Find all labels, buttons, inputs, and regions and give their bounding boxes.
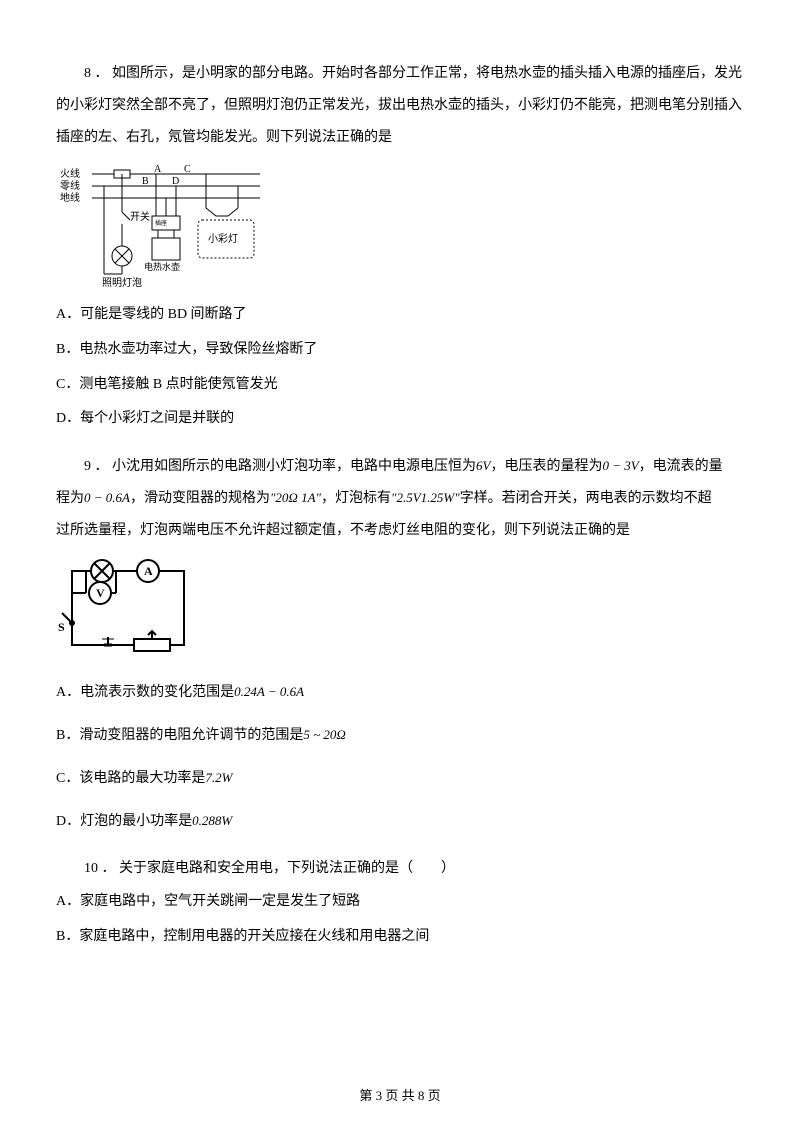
q8-opt-b: B．电热水壶功率过大，导致保险丝熔断了 [56,335,744,366]
pt-A: A [154,164,162,175]
q10-text: 关于家庭电路和安全用电，下列说法正确的是（ ） [119,861,455,876]
label-socket: 插座 [155,219,167,227]
label-S: S [58,620,65,634]
q9-25v: "2.5V1.25W" [391,490,460,505]
q8-prompt-l2: 的小彩灯突然全部不亮了，但照明灯泡仍正常发光，拔出电热水壶的插头，小彩灯仍不能亮… [56,92,744,120]
q9-opt-b: B．滑动变阻器的电阻允许调节的范围是5 ~ 20Ω [56,721,744,752]
q8-opt-d: D．每个小彩灯之间是并联的 [56,404,744,435]
pt-B: B [142,176,149,187]
label-kettle: 电热水壶 [144,261,180,272]
q9-sep: ． [95,459,109,474]
q9-prompt-l2: 程为0 − 0.6A，滑动变阻器的规格为"20Ω 1A"，灯泡标有"2.5V1.… [56,485,744,513]
q9-opt-d: D．灯泡的最小功率是0.288W [56,807,744,838]
q9-006a: 0 − 0.6A [84,490,130,505]
q9-opt-a: A．电流表示数的变化范围是0.24A − 0.6A [56,678,744,709]
q9-prompt-l3: 过所选量程，灯泡两端电压不允许超过额定值，不考虑灯丝电阻的变化，则下列说法正确的… [56,517,744,545]
q10-sep: ． [102,861,116,876]
q9-c-pre: C．该电路的最大功率是 [56,771,205,786]
q9-l2d: 字样。若闭合开关，两电表的示数均不超 [460,491,712,506]
q9-20o: "20Ω 1A" [270,490,321,505]
q8-prompt-l3: 插座的左、右孔，氖管均能发光。则下列说法正确的是 [56,124,744,152]
q10-opt-b: B．家庭电路中，控制用电器的开关应接在火线和用电器之间 [56,922,744,953]
q8-svg: 火线 零线 地线 A B C D 开关 照明灯泡 [56,160,266,290]
q9-a-math: 0.24A − 0.6A [234,684,304,699]
q9-6v: 6V [476,458,490,473]
q9-03v: 0 − 3V [602,458,638,473]
q8-sep: ． [95,66,109,81]
label-ground: 地线 [60,191,80,204]
q9-b-pre: B．滑动变阻器的电阻允许调节的范围是 [56,728,303,743]
q8-opt-c: C．测电笔接触 B 点时能使氖管发光 [56,370,744,401]
q8-prompt-l1: 8 ． 如图所示，是小明家的部分电路。开始时各部分工作正常，将电热水壶的插头插入… [56,60,744,88]
q9-seg3: ，电流表的量 [639,459,723,474]
q9-opt-c: C．该电路的最大功率是7.2W [56,764,744,795]
label-A: A [144,564,153,578]
q10-prompt: 10 ． 关于家庭电路和安全用电，下列说法正确的是（ ） [56,855,744,883]
label-zero: 零线 [60,179,80,192]
pt-D: D [172,176,179,187]
q9-d-math: 0.288W [192,813,232,828]
q9-l2a: 程为 [56,491,84,506]
q8-circuit-diagram: 火线 零线 地线 A B C D 开关 照明灯泡 [56,160,744,290]
label-lights: 小彩灯 [208,233,238,245]
q9-prompt-l1: 9 ． 小沈用如图所示的电路测小灯泡功率，电路中电源电压恒为6V，电压表的量程为… [56,453,744,481]
q10-opt-a: A．家庭电路中，空气开关跳闸一定是发生了短路 [56,887,744,918]
q9-b-math: 5 ~ 20Ω [303,727,345,742]
q9-svg: A V S [56,553,206,668]
q9-seg1: 小沈用如图所示的电路测小灯泡功率，电路中电源电压恒为 [112,459,476,474]
q9-seg2: ，电压表的量程为 [490,459,602,474]
q9-d-pre: D．灯泡的最小功率是 [56,814,192,829]
q9-l2b: ，滑动变阻器的规格为 [130,491,270,506]
label-V: V [96,586,105,600]
label-lamp: 照明灯泡 [102,276,142,289]
q10-number: 10 [84,861,98,876]
q8-opt-a: A．可能是零线的 BD 间断路了 [56,300,744,331]
q9-number: 9 [84,459,91,474]
page-footer: 第 3 页 共 8 页 [56,1085,744,1104]
q8-number: 8 [84,66,91,81]
q9-a-pre: A．电流表示数的变化范围是 [56,685,234,700]
q9-circuit-diagram: A V S [56,553,744,668]
q8-text1: 如图所示，是小明家的部分电路。开始时各部分工作正常，将电热水壶的插头插入电源的插… [112,66,742,81]
label-fire: 火线 [60,167,80,180]
label-switch: 开关 [130,210,150,223]
pt-C: C [184,164,191,175]
q9-c-math: 7.2W [205,770,232,785]
q9-l2c: ，灯泡标有 [321,491,391,506]
